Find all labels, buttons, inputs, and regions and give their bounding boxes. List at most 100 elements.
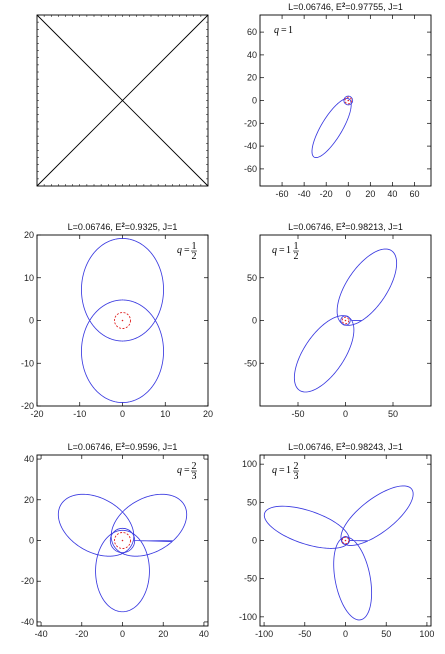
inner-orbit-circle [343,95,354,106]
q-equals: = [281,25,287,36]
panel-1 [36,14,209,187]
title-part: L=0.06746, E [68,222,122,232]
y-tick-label: -100 [239,612,257,622]
x-tick-label: -10 [73,409,86,419]
x-tick-label: 0 [120,409,125,419]
q-equals: = [279,245,285,256]
central-mass-dot [121,539,124,542]
title-part: L=0.06746, E [288,222,342,232]
y-tick-label: -40 [21,617,34,627]
y-tick-label: -20 [21,576,34,586]
x-tick-label: 0 [343,629,348,639]
q-equals: = [184,465,190,476]
horizon-dashed-circle [341,536,350,545]
title-part: =0.97755, J=1 [345,2,403,12]
q-numerator: 1 [192,241,197,252]
orbit-curve [263,485,414,621]
q-label: q [177,245,182,256]
q-equals: = [184,245,190,256]
x-tick-label: 50 [388,409,398,419]
plot-title: L=0.06746, E2=0.97755, J=1 [288,2,403,12]
q-numerator: 2 [294,461,299,472]
panel-6: L=0.06746, E2=0.98243, J=1 -100 -50 0 50 100 -… [239,442,434,639]
x-tick-label: -60 [276,189,289,199]
q-numerator: 1 [294,241,299,252]
y-tick-label: 0 [252,316,257,326]
central-mass-dot [344,539,347,542]
central-mass-dot [347,99,350,102]
y-tick-label: 20 [24,495,34,505]
title-part: =0.9596, J=1 [125,442,178,452]
title-superscript: 2 [342,223,346,229]
q-label: q [274,25,279,36]
horizon-dashed-circle [114,532,131,549]
q-label: q [272,245,277,256]
x-tick-label: 40 [387,189,397,199]
title-part: =0.98213, J=1 [345,222,403,232]
q-numerator: 2 [192,461,197,472]
y-tick-label: 0 [29,316,34,326]
horizon-dashed-circle [114,312,131,329]
plot-title: L=0.06746, E2=0.9596, J=1 [68,442,178,452]
title-superscript: 2 [121,223,125,229]
panel-5: L=0.06746, E2=0.9596, J=1-40 -20 0 20 40-40-… [21,442,209,639]
y-tick-label: 0 [29,536,34,546]
y-tick-label: 40 [24,454,34,464]
x-tick-label: 0 [343,409,348,419]
q-whole: 1 [286,465,291,476]
y-tick-label: -10 [21,358,34,368]
title-superscript: 2 [121,443,125,449]
title-superscript: 2 [342,443,346,449]
q-denominator: 2 [294,251,299,262]
y-tick-label: -50 [244,574,257,584]
x-tick-label: -50 [291,409,304,419]
y-tick-label: 0 [252,96,257,106]
x-tick-label: 10 [160,409,170,419]
plot-title: L=0.06746, E2=0.98213, J=1 [288,222,403,232]
x-tick-label: 20 [203,409,213,419]
orbit-curve [81,238,164,403]
x-tick-label: 20 [365,189,375,199]
central-mass-dot [121,319,124,322]
q-denominator: 3 [192,471,197,482]
x-tick-label: 0 [120,629,125,639]
panel-3: L=0.06746, E2=0.9325, J=1-20 -10 0 10 20-20-… [21,222,213,419]
x-tick-label: -20 [320,189,333,199]
title-superscript: 2 [342,3,346,9]
q-whole: 1 [288,25,293,36]
y-tick-label: 50 [247,273,257,283]
horizon-dashed-circle [344,96,353,105]
x-tick-label: 100 [419,629,434,639]
title-part: =0.98243, J=1 [345,442,403,452]
panel-2: L=0.06746, E2=0.97755, J=1-60 -40 -20 0 20 40… [244,2,432,199]
q-denominator: 2 [192,251,197,262]
y-tick-label: 100 [242,459,257,469]
q-label: q [177,465,182,476]
inner-orbit-circle [109,527,136,554]
title-part: L=0.06746, E [68,442,122,452]
y-tick-label: -50 [244,358,257,368]
y-tick-label: 10 [24,273,34,283]
plot-title: L=0.06746, E2=0.98243, J=1 [288,442,403,452]
title-part: L=0.06746, E [288,2,342,12]
orbit-curve [311,98,352,159]
y-tick-label: 50 [247,497,257,507]
x-tick-label: -50 [298,629,311,639]
y-tick-label: 60 [247,27,257,37]
q-equals: = [279,465,285,476]
central-mass-dot [344,319,347,322]
x-tick-label: 20 [158,629,168,639]
y-tick-label: 20 [247,73,257,83]
inner-orbit-circle [341,536,350,545]
x-tick-label: 60 [409,189,419,199]
q-whole: 1 [286,245,291,256]
q-denominator: 3 [294,471,299,482]
plot-frame [259,14,432,187]
x-tick-label: 50 [381,629,391,639]
y-tick-label: -60 [244,164,257,174]
horizon-dashed-circle [341,316,350,325]
y-tick-label: -20 [244,118,257,128]
orbit-curve [57,493,188,613]
x-tick-label: -100 [255,629,273,639]
